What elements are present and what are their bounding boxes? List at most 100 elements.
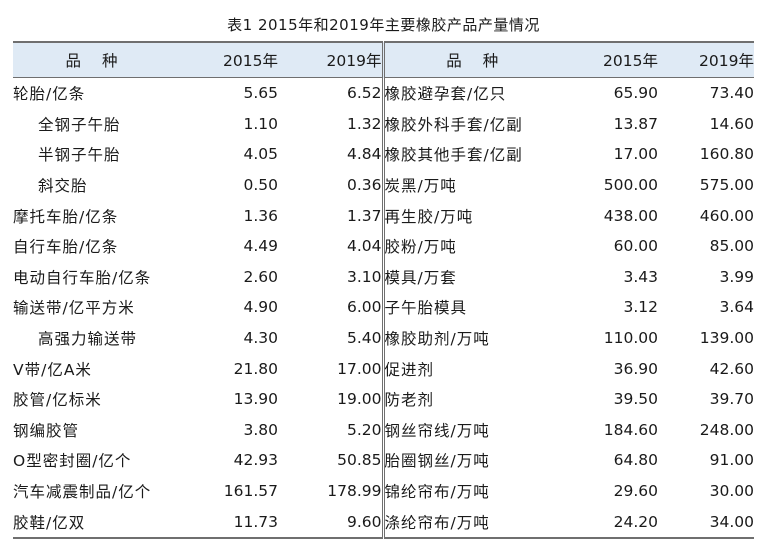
left-variety-cell: 摩托车胎/亿条 (13, 207, 119, 226)
right-variety-cell: 子午胎模具 (384, 299, 468, 318)
right-2019-cell: 73.40 (709, 84, 754, 103)
left-2019-cell: 1.32 (278, 108, 385, 140)
right-2015-cell: 3.12 (623, 298, 658, 317)
right-variety-cell: 橡胶避孕套/亿只 (384, 85, 507, 104)
left-variety-cell: 自行车胎/亿条 (13, 238, 119, 257)
right-2019-cell: 91.00 (709, 451, 754, 470)
right-variety-cell: 橡胶助剂/万吨 (384, 330, 490, 349)
left-2019-cell: 50.85 (278, 445, 385, 476)
left-2019-cell: 5.40 (278, 322, 385, 354)
left-variety-cell: O型密封圈/亿个 (13, 452, 132, 471)
right-2015-cell: 36.90 (613, 359, 658, 378)
left-variety-cell: V带/亿A米 (13, 360, 92, 379)
header-variety-right: 品 种 (383, 41, 568, 78)
right-2019-cell: 42.60 (709, 359, 754, 378)
left-variety-cell: 全钢子午胎 (38, 115, 121, 134)
left-2019-cell: 3.10 (278, 261, 385, 293)
header-2015-right: 2015年 (568, 41, 658, 78)
table-row: 轮胎/亿条 5.65 6.52 橡胶避孕套/亿只 65.90 73.40 (13, 77, 754, 109)
left-variety-cell: 高强力输送带 (38, 330, 138, 349)
left-2019-cell: 5.20 (278, 414, 385, 446)
right-2015-cell: 3.43 (623, 267, 658, 286)
left-2015-cell: 1.10 (243, 114, 278, 133)
left-2019-cell: 1.37 (278, 200, 385, 231)
left-variety-cell: 轮胎/亿条 (13, 85, 86, 104)
right-variety-cell: 防老剂 (384, 391, 435, 410)
table-row: 摩托车胎/亿条 1.36 1.37 再生胶/万吨 438.00 460.00 (13, 200, 754, 231)
table-title: 表1 2015年和2019年主要橡胶产品产量情况 (227, 16, 540, 34)
header-row: 品 种 2015年 2019年 品 种 2015年 2019年 (13, 41, 754, 78)
table-row: 电动自行车胎/亿条 2.60 3.10 模具/万套 3.43 3.99 (13, 261, 754, 293)
table-row: 全钢子午胎 1.10 1.32 橡胶外科手套/亿副 13.87 14.60 (13, 108, 754, 140)
table-row: 汽车减震制品/亿个 161.57 178.99 锦纶帘布/万吨 29.60 30.00 (13, 475, 754, 507)
right-variety-cell: 胎圈钢丝/万吨 (384, 452, 490, 471)
header-2019-right: 2019年 (658, 41, 754, 78)
right-2019-cell: 14.60 (709, 114, 754, 133)
left-variety-cell: 胶管/亿标米 (13, 391, 102, 410)
right-2015-cell: 39.50 (613, 390, 658, 409)
left-2019-cell: 178.99 (278, 475, 385, 507)
left-2015-cell: 42.93 (233, 451, 278, 470)
right-2019-cell: 30.00 (709, 482, 754, 501)
left-2015-cell: 21.80 (233, 359, 278, 378)
left-2015-cell: 1.36 (243, 206, 278, 225)
table-row: 高强力输送带 4.30 5.40 橡胶助剂/万吨 110.00 139.00 (13, 322, 754, 354)
left-2015-cell: 4.30 (243, 329, 278, 348)
header-2019-left: 2019年 (278, 41, 385, 78)
left-2019-cell: 6.00 (278, 292, 385, 323)
header-variety-left: 品 种 (13, 41, 178, 78)
left-2019-cell: 17.00 (278, 353, 385, 384)
right-2019-cell: 39.70 (709, 390, 754, 409)
left-2015-cell: 3.80 (243, 420, 278, 439)
right-variety-cell: 锦纶帘布/万吨 (384, 483, 490, 502)
left-2015-cell: 5.65 (243, 84, 278, 103)
left-2015-cell: 4.90 (243, 298, 278, 317)
table-row: 胶管/亿标米 13.90 19.00 防老剂 39.50 39.70 (13, 383, 754, 415)
left-2019-cell: 0.36 (278, 169, 385, 201)
right-2015-cell: 24.20 (568, 506, 658, 539)
table-row: O型密封圈/亿个 42.93 50.85 胎圈钢丝/万吨 64.80 91.00 (13, 445, 754, 476)
header-2015-left: 2015年 (178, 41, 278, 78)
right-variety-cell: 涤纶帘布/万吨 (383, 506, 568, 539)
left-variety-cell: 电动自行车胎/亿条 (13, 268, 152, 287)
table-row: 胶鞋/亿双 11.73 9.60 涤纶帘布/万吨 24.20 34.00 (13, 506, 754, 539)
left-2015-cell: 11.73 (178, 506, 278, 539)
right-variety-cell: 再生胶/万吨 (384, 207, 474, 226)
right-2019-cell: 3.64 (719, 298, 754, 317)
table-row: 斜交胎 0.50 0.36 炭黑/万吨 500.00 575.00 (13, 169, 754, 201)
table-row: 自行车胎/亿条 4.49 4.04 胶粉/万吨 60.00 85.00 (13, 230, 754, 262)
table-body: 轮胎/亿条 5.65 6.52 橡胶避孕套/亿只 65.90 73.40 全钢子午胎 1.10… (13, 77, 754, 539)
left-2019-cell: 4.84 (278, 139, 385, 170)
right-2015-cell: 65.90 (613, 84, 658, 103)
table-row: 钢编胶管 3.80 5.20 钢丝帘线/万吨 184.60 248.00 (13, 414, 754, 446)
right-2019-cell: 248.00 (699, 420, 754, 439)
right-variety-cell: 模具/万套 (384, 268, 457, 287)
right-2019-cell: 160.80 (699, 145, 754, 164)
right-2015-cell: 29.60 (613, 482, 658, 501)
right-variety-cell: 促进剂 (384, 360, 435, 379)
right-2019-cell: 139.00 (699, 329, 754, 348)
left-2019-cell: 6.52 (278, 77, 385, 109)
right-2015-cell: 60.00 (613, 237, 658, 256)
left-2015-cell: 13.90 (233, 390, 278, 409)
right-2019-cell: 85.00 (709, 237, 754, 256)
left-2019-cell: 9.60 (278, 506, 385, 539)
right-2019-cell: 3.99 (719, 267, 754, 286)
right-variety-cell: 橡胶外科手套/亿副 (384, 115, 523, 134)
right-2015-cell: 13.87 (613, 114, 658, 133)
left-variety-cell: 汽车减震制品/亿个 (13, 483, 152, 502)
right-2015-cell: 184.60 (603, 420, 658, 439)
right-2015-cell: 17.00 (613, 145, 658, 164)
left-2019-cell: 19.00 (278, 383, 385, 415)
right-2015-cell: 110.00 (603, 329, 658, 348)
right-variety-cell: 胶粉/万吨 (384, 238, 457, 257)
right-variety-cell: 炭黑/万吨 (384, 177, 457, 196)
left-2015-cell: 161.57 (223, 482, 278, 501)
right-2015-cell: 500.00 (603, 176, 658, 195)
left-variety-cell: 斜交胎 (38, 177, 88, 196)
left-variety-cell: 输送带/亿平方米 (13, 299, 135, 318)
right-2019-cell: 575.00 (699, 176, 754, 195)
right-variety-cell: 钢丝帘线/万吨 (384, 421, 490, 440)
right-variety-cell: 橡胶其他手套/亿副 (384, 146, 523, 165)
